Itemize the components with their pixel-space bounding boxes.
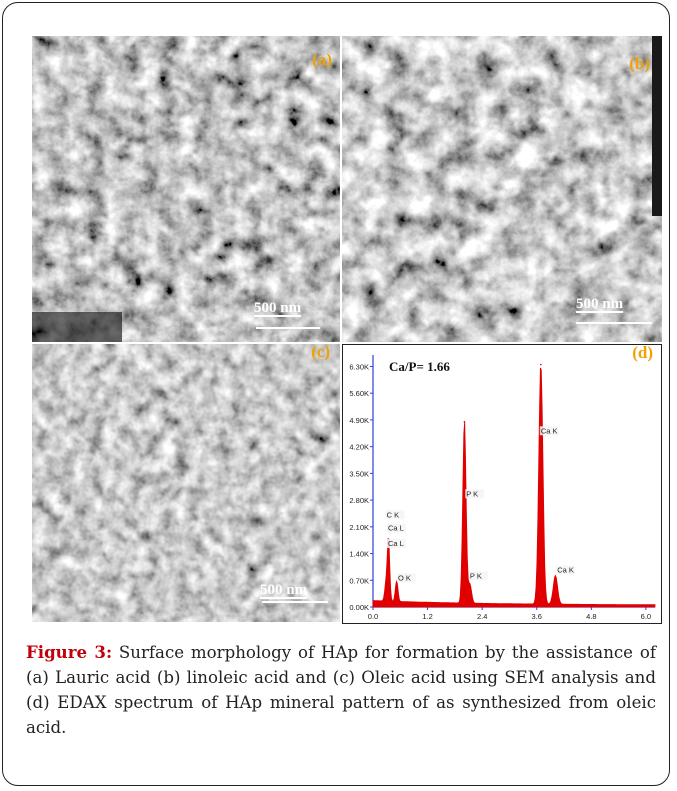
peak-label: Ca K xyxy=(541,426,558,435)
sem-panel-b: (b) 500 nm xyxy=(342,36,662,342)
sem-image-c xyxy=(32,344,340,622)
peak-label-background xyxy=(556,565,576,575)
spectrum-peak-point xyxy=(384,589,387,591)
peak-label: Ca L xyxy=(388,524,404,533)
y-tick-label: 2.10K xyxy=(349,523,369,532)
y-tick-label: 5.60K xyxy=(349,389,369,398)
peak-label-background xyxy=(468,571,488,581)
spectrum-peak-point xyxy=(540,363,542,366)
peak-label-background xyxy=(397,573,416,583)
peak-label: Ca L xyxy=(388,539,404,548)
peak-label-background xyxy=(385,510,405,520)
panel-label-a: (a) xyxy=(312,50,332,69)
caption-text: Surface morphology of HAp for formation … xyxy=(26,643,656,737)
spectrum-series xyxy=(372,367,656,608)
sem-panel-a: (a) 500 nm xyxy=(32,36,340,342)
x-tick-label: 0.0 xyxy=(368,612,378,621)
figure-number: Figure 3: xyxy=(26,642,113,662)
peak-label: P K xyxy=(470,571,482,580)
scale-bar-a: 500 nm xyxy=(254,300,302,316)
y-tick-label: 3.50K xyxy=(349,469,369,478)
edax-spectrum-chart: 0.00K 0.70K 1.40K 2.10K 2.80K 3.50K 4.20K 4.90K… xyxy=(349,355,656,621)
panel-label-b: (b) xyxy=(629,54,650,73)
sem-panel-c: (c) 500 nm xyxy=(32,344,340,622)
scale-bar-b: 500 nm xyxy=(576,296,624,312)
peak-label-background xyxy=(465,489,485,499)
sem-image-b xyxy=(342,36,662,342)
peak-label: P K xyxy=(466,489,478,498)
peak-label-background xyxy=(387,538,406,548)
peak-label: O K xyxy=(398,573,411,582)
y-tick-label: 0.00K xyxy=(349,603,369,612)
edax-panel-d: 0.00K 0.70K 1.40K 2.10K 2.80K 3.50K 4.20K 4.90K… xyxy=(342,344,662,624)
peak-label-background xyxy=(539,426,559,436)
sem-image-a xyxy=(32,36,340,342)
x-tick-label: 1.2 xyxy=(422,612,432,621)
y-tick-label: 0.70K xyxy=(349,576,369,585)
spectrum-peak-point xyxy=(554,575,557,578)
y-tick-label: 6.30K xyxy=(349,362,369,371)
peak-label: C K xyxy=(387,510,400,519)
figure-caption: Figure 3: Surface morphology of HAp for … xyxy=(26,640,656,740)
peak-label-background xyxy=(387,523,406,533)
panel-label-d: (d) xyxy=(632,344,653,362)
spectrum-peak-point xyxy=(395,583,398,585)
spectrum-peak-point xyxy=(463,421,466,423)
scale-bar-c: 500 nm xyxy=(260,582,308,598)
x-tick-label: 4.8 xyxy=(586,612,596,621)
y-tick-label: 2.80K xyxy=(349,496,369,505)
peak-label: Ca K xyxy=(557,566,574,575)
panel-label-c: (c) xyxy=(311,344,330,361)
y-tick-label: 4.20K xyxy=(349,443,369,452)
x-tick-label: 6.0 xyxy=(641,612,651,621)
spectrum-peak-point xyxy=(469,585,471,587)
y-tick-label: 4.90K xyxy=(349,416,369,425)
ca-p-ratio-annotation: Ca/P= 1.66 xyxy=(389,359,450,374)
y-tick-label: 1.40K xyxy=(349,550,369,559)
x-tick-label: 3.6 xyxy=(532,612,542,621)
x-tick-label: 2.4 xyxy=(477,612,487,621)
